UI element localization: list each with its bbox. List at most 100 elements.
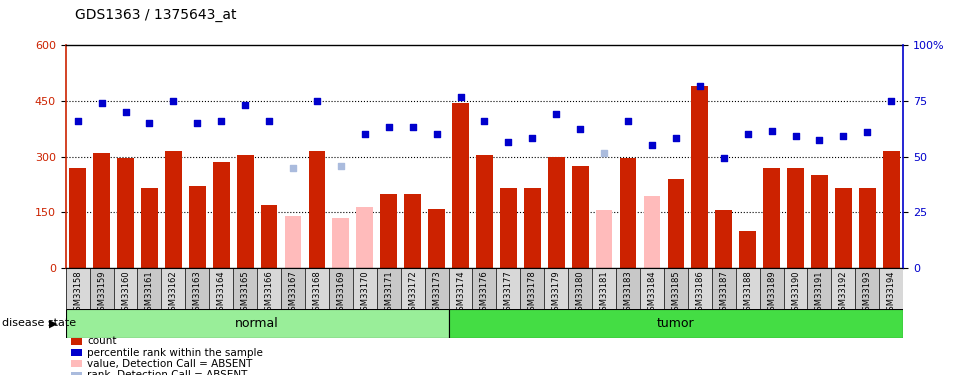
Bar <box>664 268 688 309</box>
Bar <box>521 268 544 309</box>
Point <box>213 118 229 124</box>
Point <box>525 135 540 141</box>
Point <box>429 131 444 137</box>
Point <box>262 118 277 124</box>
Bar <box>759 268 783 309</box>
Bar <box>736 268 759 309</box>
Text: GSM33166: GSM33166 <box>265 270 273 316</box>
Text: GSM33192: GSM33192 <box>838 270 848 316</box>
Text: GSM33176: GSM33176 <box>480 270 489 316</box>
Bar <box>859 188 876 268</box>
Point <box>740 131 755 137</box>
Bar <box>308 151 326 268</box>
Bar <box>596 210 612 268</box>
Bar <box>425 268 448 309</box>
Point <box>453 94 469 100</box>
Point <box>716 155 731 161</box>
Bar <box>257 268 281 309</box>
Text: rank, Detection Call = ABSENT: rank, Detection Call = ABSENT <box>87 370 247 375</box>
Bar <box>783 268 808 309</box>
Text: GSM33161: GSM33161 <box>145 270 154 316</box>
Bar <box>572 166 588 268</box>
Bar <box>66 268 90 309</box>
Bar <box>161 268 185 309</box>
Bar <box>137 268 161 309</box>
Bar <box>688 268 712 309</box>
Bar <box>189 186 206 268</box>
Bar <box>855 268 879 309</box>
Text: GSM33163: GSM33163 <box>193 270 202 316</box>
Bar <box>356 207 373 268</box>
Bar <box>185 268 210 309</box>
Bar <box>448 309 903 338</box>
Text: normal: normal <box>236 317 279 330</box>
Text: GSM33181: GSM33181 <box>600 270 609 316</box>
Point <box>860 129 875 135</box>
Bar <box>835 188 852 268</box>
Bar <box>353 268 377 309</box>
Point <box>405 124 420 130</box>
Bar <box>381 194 397 268</box>
Bar <box>472 268 497 309</box>
Point <box>788 133 804 139</box>
Bar <box>141 188 157 268</box>
Bar <box>763 168 780 268</box>
Point <box>142 120 157 126</box>
Point <box>764 128 780 134</box>
Text: count: count <box>87 336 117 346</box>
Point <box>549 111 564 117</box>
Point <box>477 118 493 124</box>
Bar <box>233 268 257 309</box>
Text: value, Detection Call = ABSENT: value, Detection Call = ABSENT <box>87 359 252 369</box>
Text: GSM33170: GSM33170 <box>360 270 369 316</box>
Text: GSM33188: GSM33188 <box>743 270 753 316</box>
Point <box>644 142 660 148</box>
Text: GSM33165: GSM33165 <box>241 270 249 316</box>
Text: GSM33159: GSM33159 <box>97 270 106 316</box>
Bar <box>261 205 277 268</box>
Bar <box>117 158 134 268</box>
Text: GSM33177: GSM33177 <box>504 270 513 316</box>
Bar <box>213 162 230 268</box>
Bar <box>716 210 732 268</box>
Text: GSM33189: GSM33189 <box>767 270 776 316</box>
Text: GSM33190: GSM33190 <box>791 270 800 316</box>
Bar <box>377 268 401 309</box>
Text: GSM33168: GSM33168 <box>312 270 322 316</box>
Bar <box>787 168 804 268</box>
Point <box>357 131 373 137</box>
Text: GSM33194: GSM33194 <box>887 270 895 316</box>
Text: GSM33179: GSM33179 <box>552 270 560 316</box>
Bar <box>592 268 616 309</box>
Bar <box>405 194 421 268</box>
Text: GSM33167: GSM33167 <box>289 270 298 316</box>
Text: GSM33172: GSM33172 <box>409 270 417 316</box>
Text: GDS1363 / 1375643_at: GDS1363 / 1375643_at <box>75 9 237 22</box>
Bar <box>643 196 661 268</box>
Text: ▶: ▶ <box>49 318 58 328</box>
Bar <box>237 155 253 268</box>
Text: tumor: tumor <box>657 317 695 330</box>
Point <box>381 124 396 130</box>
Bar <box>668 179 684 268</box>
Point <box>238 102 253 108</box>
Text: GSM33178: GSM33178 <box>527 270 537 316</box>
Bar <box>739 231 756 268</box>
Text: GSM33173: GSM33173 <box>432 270 441 316</box>
Bar <box>548 157 564 268</box>
Text: GSM33184: GSM33184 <box>647 270 657 316</box>
Point <box>309 98 325 104</box>
Point <box>70 118 85 124</box>
Point <box>668 135 684 141</box>
Text: GSM33191: GSM33191 <box>815 270 824 316</box>
Point <box>692 83 707 89</box>
Point <box>811 137 827 143</box>
Bar <box>568 268 592 309</box>
Text: GSM33183: GSM33183 <box>623 270 633 316</box>
Text: GSM33171: GSM33171 <box>384 270 393 316</box>
Bar <box>544 268 568 309</box>
Bar <box>616 268 640 309</box>
Bar <box>448 268 472 309</box>
Bar <box>281 268 305 309</box>
Text: GSM33174: GSM33174 <box>456 270 465 316</box>
